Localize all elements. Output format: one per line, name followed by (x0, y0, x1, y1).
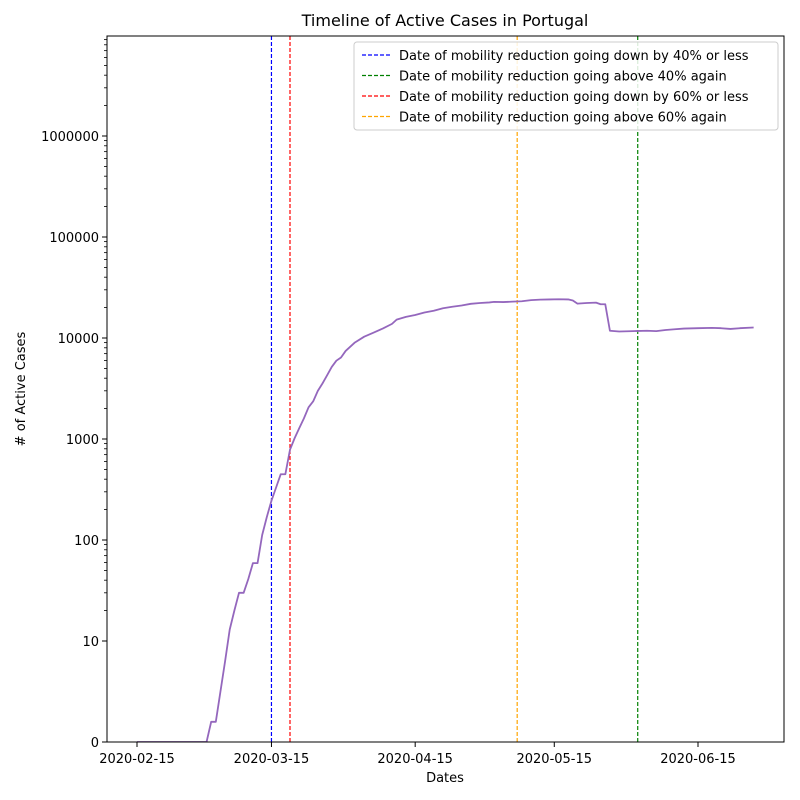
legend: Date of mobility reduction going down by… (353, 41, 779, 131)
x-tick-label: 2020-05-15 (516, 752, 592, 767)
plot-area (137, 36, 754, 742)
legend-label: Date of mobility reduction going above 4… (399, 70, 727, 85)
series-line-0 (137, 298, 754, 742)
x-tick-label: 2020-06-15 (660, 752, 736, 767)
x-axis: 2020-02-15 2020-03-15 2020-04-15 2020-05-15… (99, 742, 736, 767)
y-tick-label: 0 (91, 736, 99, 751)
y-tick-label: 10 (82, 635, 99, 650)
legend-label: Date of mobility reduction going above 6… (399, 111, 727, 126)
plot-frame (106, 35, 785, 743)
y-tick-label: 100000 (49, 231, 99, 246)
y-axis-label: # of Active Cases (14, 331, 29, 446)
y-tick-label: 10000 (58, 332, 99, 347)
y-axis: 0 10 100 1000 10000 100000 1000000 (41, 39, 107, 751)
y-tick-label: 100 (74, 534, 99, 549)
x-axis-label: Dates (426, 771, 464, 786)
legend-label: Date of mobility reduction going down by… (399, 49, 749, 64)
legend-label: Date of mobility reduction going down by… (399, 90, 749, 105)
y-tick-label: 1000 (66, 433, 99, 448)
legend-box (353, 41, 779, 131)
y-tick-label: 1000000 (41, 130, 99, 145)
x-tick-label: 2020-04-15 (377, 752, 453, 767)
x-tick-label: 2020-02-15 (99, 752, 175, 767)
x-tick-label: 2020-03-15 (234, 752, 310, 767)
chart-title: Timeline of Active Cases in Portugal (301, 11, 589, 30)
